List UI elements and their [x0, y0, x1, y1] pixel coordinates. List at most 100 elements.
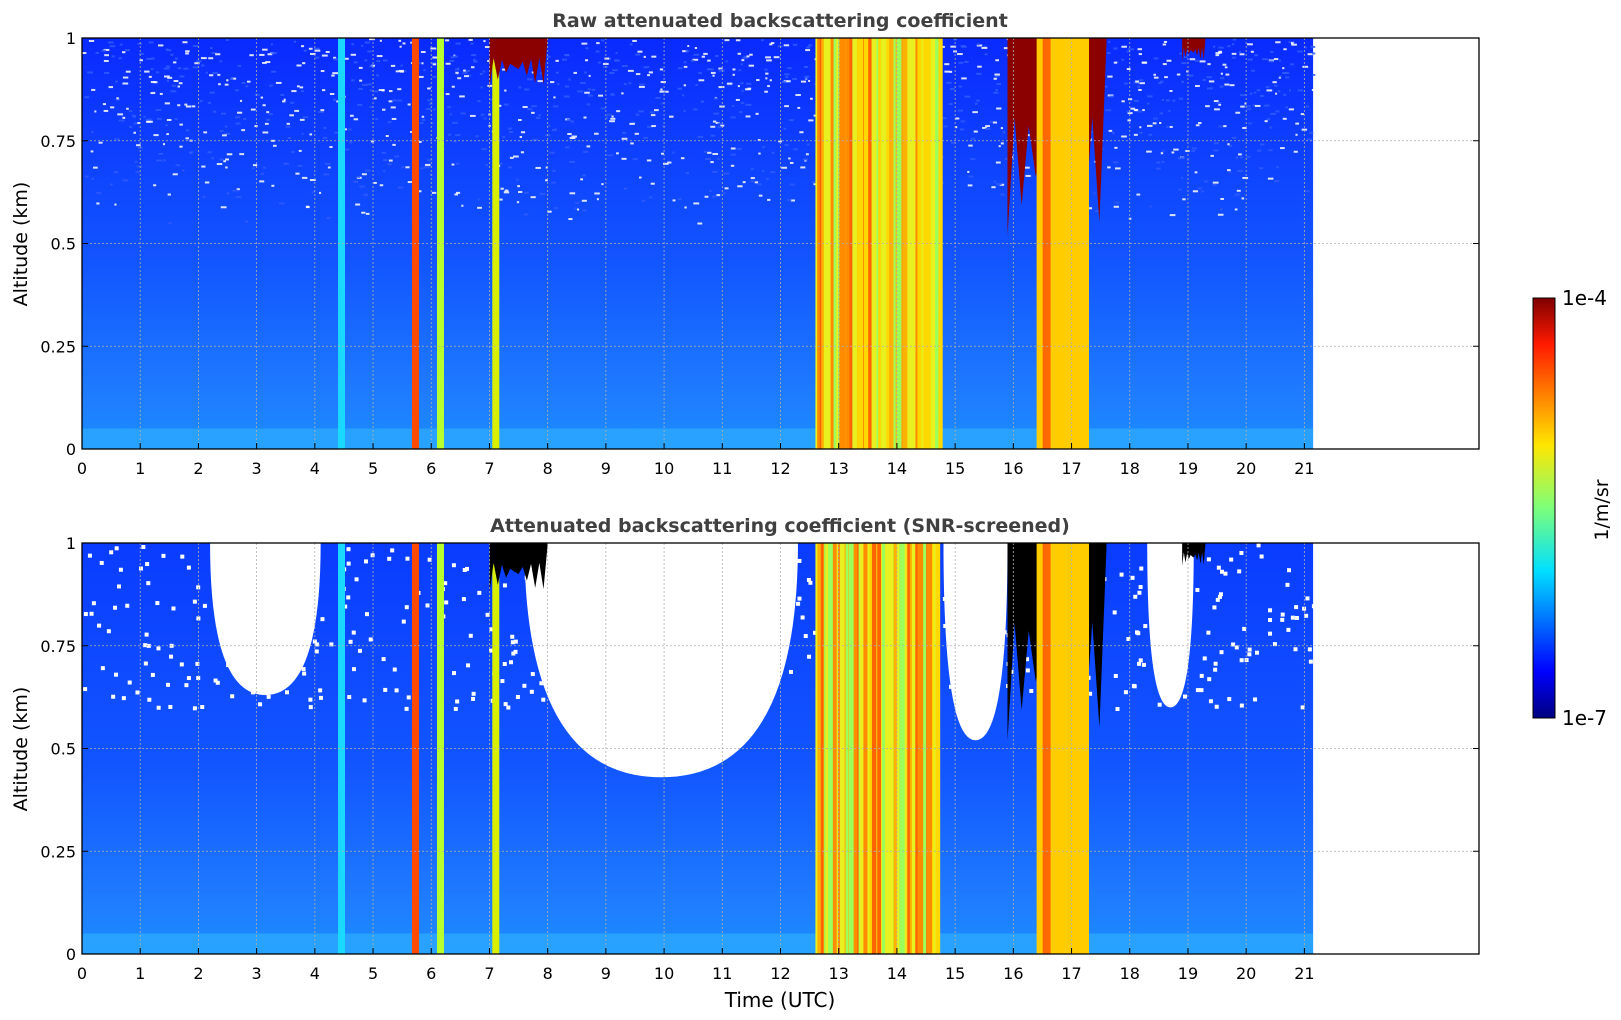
noise-speck [390, 64, 396, 67]
screened-speck [510, 640, 515, 645]
noise-speck [305, 206, 310, 209]
noise-speck [502, 136, 506, 139]
noise-speck [503, 103, 509, 106]
screened-speck [613, 544, 618, 549]
screened-speck [694, 588, 699, 593]
noise-speck [539, 192, 546, 195]
noise-speck [1137, 110, 1142, 113]
noise-speck [1235, 111, 1241, 114]
noise-speck [967, 170, 970, 173]
noise-speck [784, 105, 789, 108]
noise-speck [388, 159, 393, 162]
noise-speck [271, 52, 278, 55]
screened-speck [362, 698, 367, 703]
noise-speck [327, 166, 331, 169]
noise-speck [166, 133, 169, 136]
screened-speck [171, 606, 176, 611]
screened-speck [571, 630, 576, 635]
noise-speck [1163, 40, 1168, 43]
noise-speck [735, 98, 740, 101]
noise-speck [993, 77, 997, 80]
noise-speck [612, 69, 618, 72]
noise-speck [718, 86, 725, 89]
noise-speck [1138, 79, 1144, 82]
noise-speck [552, 169, 556, 172]
noise-speck [811, 181, 817, 184]
noise-speck [369, 89, 373, 92]
screened-speck [803, 634, 808, 639]
noise-speck [784, 144, 789, 147]
screened-speck [728, 681, 733, 686]
x-tick-label: 7 [484, 964, 494, 983]
noise-speck [475, 135, 479, 138]
screened-speck [298, 599, 303, 604]
screened-speck [578, 705, 583, 710]
noise-speck [1282, 117, 1287, 120]
noise-speck [235, 195, 242, 198]
noise-speck [192, 66, 199, 69]
noise-speck [407, 181, 412, 184]
screened-speck [660, 579, 665, 584]
screened-speck [125, 603, 130, 608]
noise-speck [587, 88, 591, 91]
screened-speck [348, 639, 353, 644]
screened-speck [591, 598, 596, 603]
noise-speck [743, 55, 747, 58]
signal-streak [863, 38, 866, 449]
y-tick-label: 1 [66, 29, 76, 48]
noise-speck [119, 43, 123, 46]
screened-speck [515, 694, 520, 699]
noise-speck [376, 55, 383, 58]
screened-speck [1000, 627, 1005, 632]
noise-speck [91, 88, 96, 91]
noise-speck [1302, 65, 1309, 68]
noise-speck [985, 125, 990, 128]
screened-speck [274, 588, 279, 593]
screened-speck [468, 633, 473, 638]
noise-speck [690, 59, 695, 62]
screened-speck [943, 624, 948, 629]
screened-speck [666, 557, 671, 562]
noise-speck [693, 53, 700, 56]
screened-speck [161, 553, 166, 558]
screened-speck [168, 704, 173, 709]
noise-speck [584, 59, 589, 62]
noise-speck [226, 38, 229, 41]
noise-speck [1152, 122, 1157, 125]
noise-speck [301, 90, 304, 93]
noise-speck [708, 68, 714, 71]
noise-speck [950, 45, 957, 48]
noise-speck [1305, 105, 1310, 108]
noise-speck [806, 143, 810, 146]
noise-speck [771, 151, 775, 154]
noise-speck [648, 196, 653, 199]
noise-speck [726, 82, 733, 85]
screened-speck [625, 594, 630, 599]
screened-speck [1206, 630, 1211, 635]
noise-speck [445, 93, 450, 96]
noise-speck [561, 58, 567, 61]
noise-speck [322, 136, 328, 139]
noise-speck [477, 100, 481, 103]
noise-speck [765, 77, 768, 80]
noise-speck [301, 176, 308, 179]
noise-speck [1220, 72, 1223, 75]
noise-speck [499, 198, 503, 201]
noise-speck [332, 72, 339, 75]
screened-speck [485, 612, 490, 617]
x-tick-label: 16 [1003, 964, 1023, 983]
screened-speck [279, 670, 284, 675]
x-tick-label: 10 [654, 459, 674, 478]
noise-speck [88, 39, 95, 42]
noise-speck [583, 116, 587, 119]
noise-speck [1312, 73, 1316, 76]
noise-speck [1181, 176, 1184, 179]
noise-speck [1304, 190, 1310, 193]
screened-speck [354, 577, 359, 582]
noise-speck [527, 108, 533, 111]
screened-speck [796, 601, 801, 606]
noise-speck [1257, 149, 1262, 152]
noise-speck [551, 129, 556, 132]
noise-speck [1180, 156, 1185, 159]
